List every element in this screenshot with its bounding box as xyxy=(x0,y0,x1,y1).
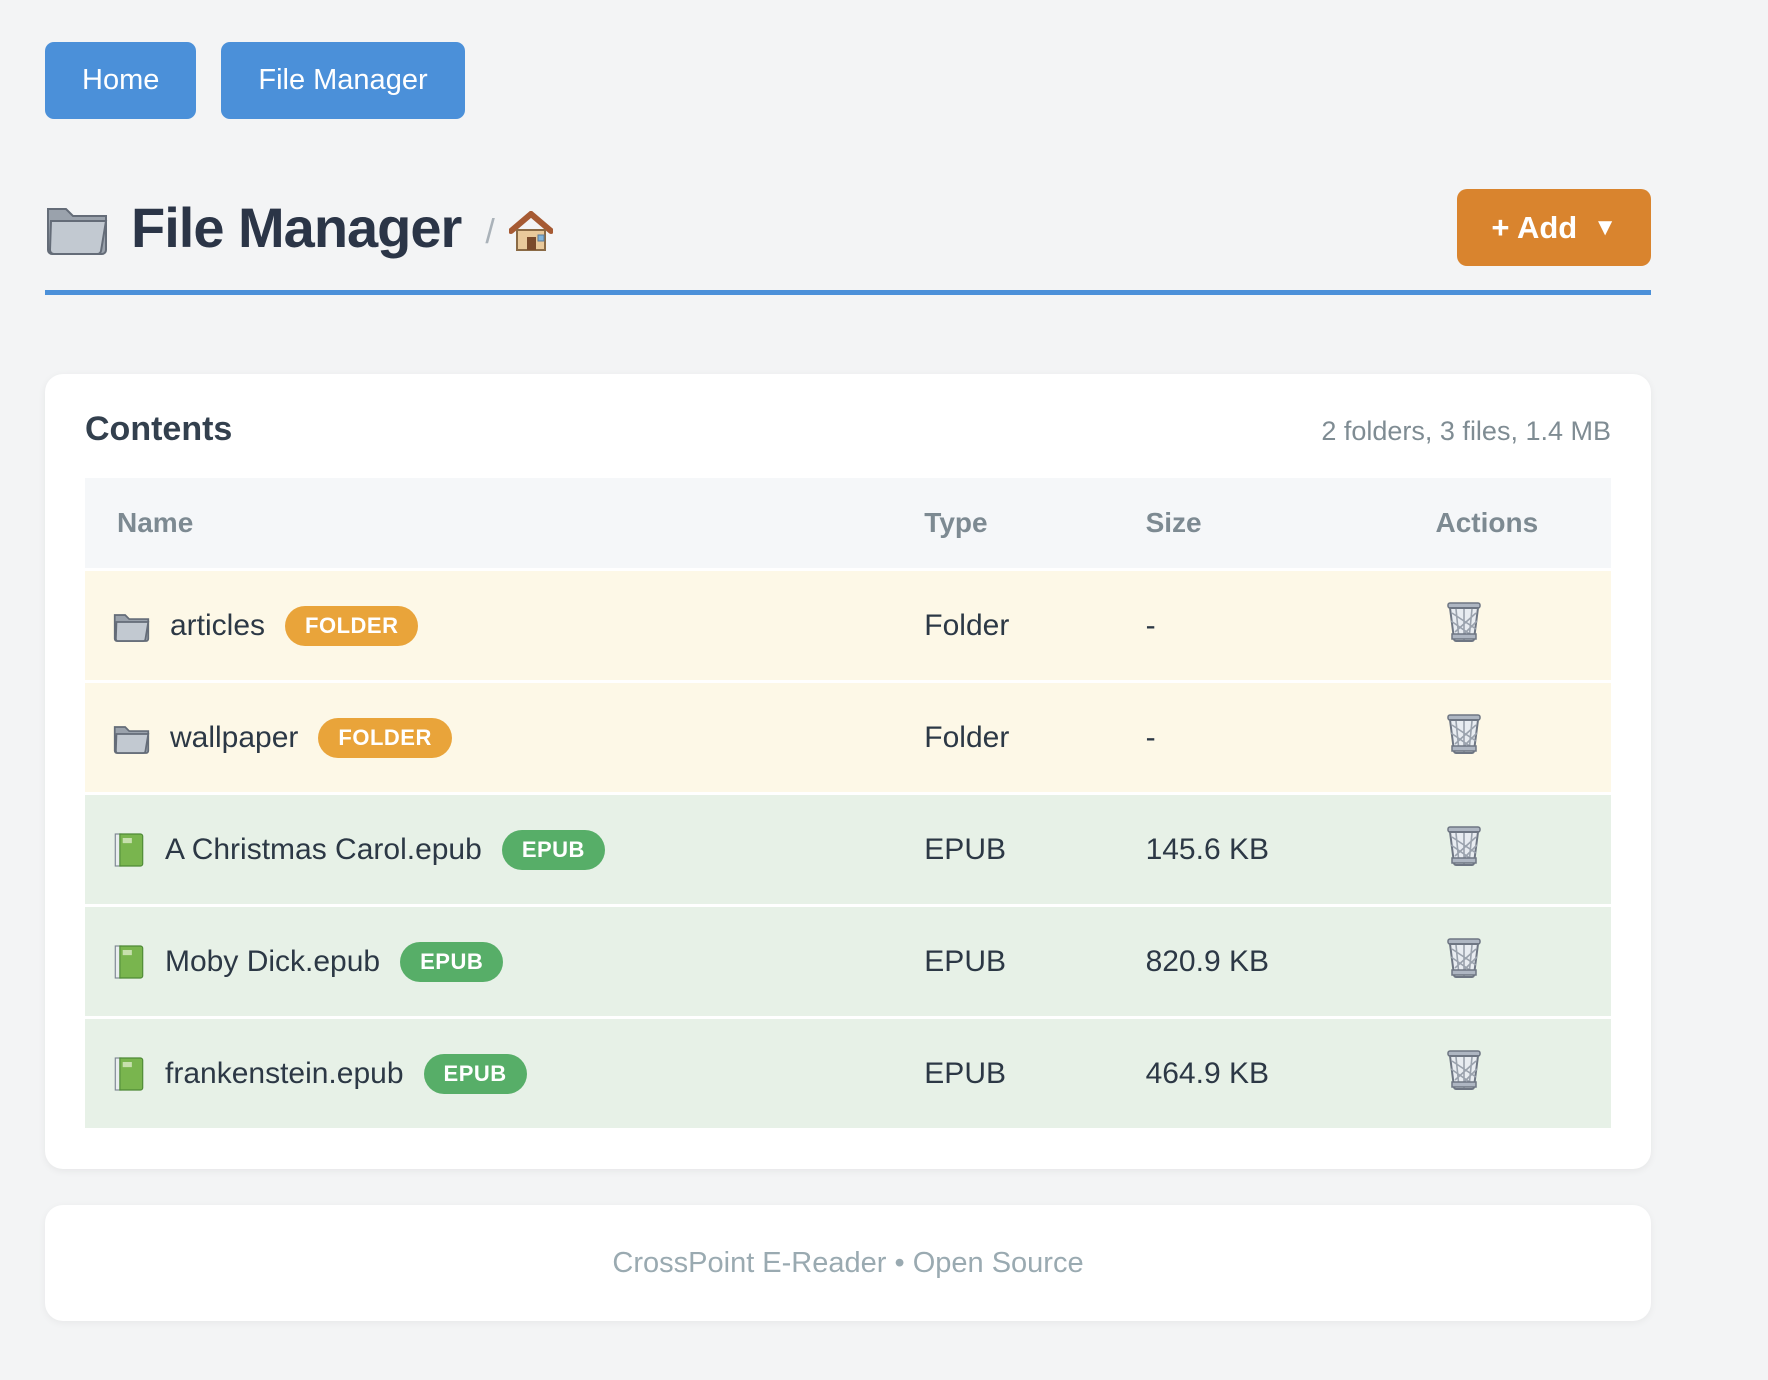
book-icon xyxy=(114,944,144,979)
column-header-type: Type xyxy=(924,478,1146,568)
home-icon[interactable] xyxy=(508,210,553,253)
title-divider xyxy=(45,290,1651,295)
trash-icon xyxy=(1446,826,1481,866)
row-name: Moby Dick.epub xyxy=(165,944,381,978)
row-badge: EPUB xyxy=(501,829,605,870)
row-type: Folder xyxy=(924,608,1010,642)
row-badge: FOLDER xyxy=(285,605,419,646)
file-table-header: Name Type Size Actions xyxy=(85,478,1611,568)
table-row[interactable]: articles FOLDER Folder - xyxy=(85,571,1611,680)
contents-title: Contents xyxy=(85,410,233,448)
row-type: EPUB xyxy=(924,1056,1006,1090)
row-badge: EPUB xyxy=(423,1053,527,1094)
row-size: 820.9 KB xyxy=(1145,944,1269,978)
row-size: 145.6 KB xyxy=(1145,832,1269,866)
row-badge: EPUB xyxy=(400,941,504,982)
table-row[interactable]: wallpaper FOLDER Folder - xyxy=(85,683,1611,792)
page-header: File Manager / + Add ▼ xyxy=(45,189,1651,266)
folder-icon xyxy=(47,207,108,255)
delete-button[interactable] xyxy=(1446,825,1482,866)
row-badge: FOLDER xyxy=(318,717,452,758)
column-header-actions: Actions xyxy=(1435,478,1611,568)
row-type: Folder xyxy=(924,720,1010,754)
table-row[interactable]: Moby Dick.epub EPUB EPUB 820.9 KB xyxy=(85,907,1611,1016)
book-icon xyxy=(114,832,144,867)
row-size: - xyxy=(1145,608,1156,642)
trash-icon xyxy=(1446,714,1481,754)
folder-icon xyxy=(113,613,150,642)
table-row[interactable]: A Christmas Carol.epub EPUB EPUB 145.6 K… xyxy=(85,795,1611,904)
row-type: EPUB xyxy=(924,944,1006,978)
table-row[interactable]: frankenstein.epub EPUB EPUB 464.9 KB xyxy=(85,1019,1611,1128)
top-nav: Home File Manager xyxy=(45,0,1651,119)
delete-button[interactable] xyxy=(1446,713,1482,754)
trash-icon xyxy=(1446,1050,1481,1090)
page-title-group: File Manager / xyxy=(45,195,553,260)
home-button[interactable]: Home xyxy=(45,42,197,119)
contents-card-header: Contents 2 folders, 3 files, 1.4 MB xyxy=(85,410,1611,449)
row-size: 464.9 KB xyxy=(1145,1056,1269,1090)
delete-button[interactable] xyxy=(1446,601,1482,642)
row-name: frankenstein.epub xyxy=(165,1056,404,1090)
trash-icon xyxy=(1446,938,1481,978)
add-button-label: + Add xyxy=(1491,210,1578,245)
column-header-name: Name xyxy=(85,478,925,568)
row-size: - xyxy=(1145,720,1156,754)
page-container: Home File Manager File Manager / + Add ▼ xyxy=(45,0,1651,1321)
add-button[interactable]: + Add ▼ xyxy=(1457,189,1651,266)
delete-button[interactable] xyxy=(1446,1049,1482,1090)
row-name: wallpaper xyxy=(170,720,299,754)
trash-icon xyxy=(1446,602,1481,642)
row-name: A Christmas Carol.epub xyxy=(165,832,482,866)
file-table: Name Type Size Actions articles xyxy=(85,475,1611,1131)
folder-icon xyxy=(113,725,150,754)
contents-card: Contents 2 folders, 3 files, 1.4 MB Name… xyxy=(45,374,1651,1169)
row-type: EPUB xyxy=(924,832,1006,866)
book-icon xyxy=(114,1056,144,1091)
breadcrumb: / xyxy=(485,213,495,251)
caret-down-icon: ▼ xyxy=(1593,213,1617,241)
footer-text: CrossPoint E-Reader • Open Source xyxy=(612,1246,1084,1279)
contents-summary: 2 folders, 3 files, 1.4 MB xyxy=(1321,416,1611,446)
file-manager-button[interactable]: File Manager xyxy=(221,42,465,119)
column-header-size: Size xyxy=(1145,478,1436,568)
page-title: File Manager xyxy=(131,196,462,259)
file-table-body: articles FOLDER Folder - xyxy=(85,571,1611,1128)
delete-button[interactable] xyxy=(1446,937,1482,978)
row-name: articles xyxy=(170,608,266,642)
footer: CrossPoint E-Reader • Open Source xyxy=(45,1205,1651,1321)
